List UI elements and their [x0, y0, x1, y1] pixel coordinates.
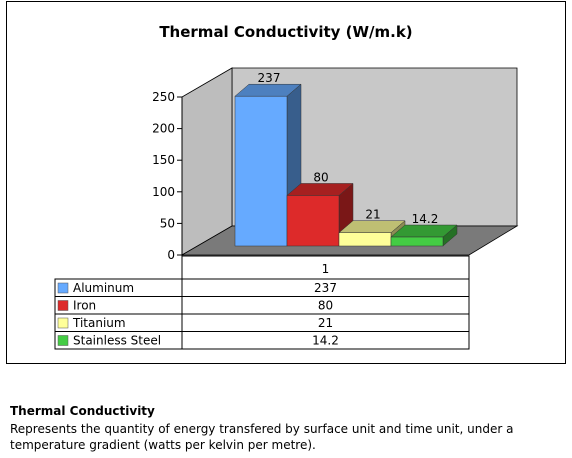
bar-front	[338, 232, 392, 247]
bar-front	[390, 236, 444, 247]
legend-label: Stainless Steel	[73, 334, 161, 348]
table-row: Stainless Steel 14.2	[54, 331, 470, 350]
y-tick-label: 250	[152, 90, 175, 104]
legend-label: Iron	[73, 299, 96, 313]
table-value: 14.2	[312, 334, 339, 348]
bar-front	[234, 95, 288, 247]
table-header-label: 1	[322, 262, 330, 276]
description-text: Represents the quantity of energy transf…	[10, 422, 514, 452]
chart-side-wall	[181, 67, 233, 256]
y-tick-label: 50	[160, 216, 175, 230]
table-row: Aluminum 237	[54, 278, 470, 297]
table-row: Iron 80	[54, 296, 470, 315]
bar-front	[286, 195, 340, 247]
legend-label: Titanium	[72, 316, 126, 330]
y-tick-label: 100	[152, 185, 175, 199]
table-value: 237	[314, 281, 337, 295]
legend-label: Aluminum	[73, 281, 134, 295]
data-label: 237	[258, 71, 281, 85]
chart-frame: Thermal Conductivity (W/m.k) 0 50 100 150 20…	[6, 1, 566, 364]
legend-swatch	[57, 300, 69, 311]
data-label: 80	[313, 170, 328, 184]
table-value: 80	[318, 299, 333, 313]
chart-title: Thermal Conductivity (W/m.k)	[159, 23, 412, 41]
table-row: Titanium 21	[54, 313, 470, 332]
table-value: 21	[318, 316, 333, 330]
y-tick-label: 150	[152, 153, 175, 167]
bar-chart: Thermal Conductivity (W/m.k) 0 50 100 150 20…	[54, 23, 519, 350]
legend-swatch	[57, 317, 69, 329]
data-label: 21	[365, 208, 380, 222]
y-tick-label: 200	[152, 122, 175, 136]
legend-swatch	[57, 335, 69, 346]
description-title: Thermal Conductivity	[10, 404, 155, 418]
data-label: 14.2	[412, 212, 439, 226]
y-tick-label: 0	[167, 248, 175, 262]
bar-stainless-steel	[390, 224, 458, 247]
table-value-cell	[181, 331, 470, 350]
legend-swatch	[57, 282, 69, 294]
